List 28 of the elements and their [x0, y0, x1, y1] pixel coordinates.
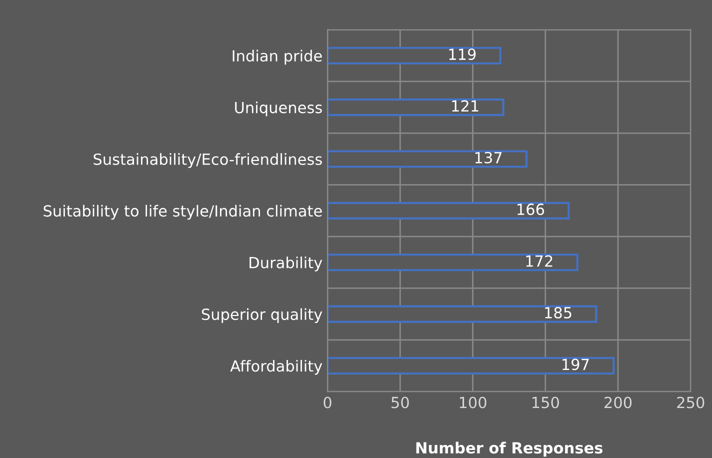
x-tick-label: 250: [677, 396, 704, 408]
bar: [328, 202, 570, 220]
y-tick-label: Suitability to life style/Indian climate: [44, 204, 322, 220]
bar: [328, 46, 502, 64]
x-tick-label: 50: [392, 396, 409, 408]
data-label: 197: [562, 358, 589, 370]
bar: [328, 356, 615, 375]
y-tick-label: Indian pride: [232, 50, 322, 65]
x-tick-label: 100: [460, 396, 486, 408]
data-label: 185: [545, 306, 572, 318]
bar: [328, 254, 578, 272]
bar: [328, 150, 528, 168]
y-tick-label: Superior quality: [202, 308, 322, 324]
data-label: 121: [452, 100, 478, 112]
x-tick-label: 150: [532, 396, 559, 408]
data-label: 137: [475, 152, 502, 164]
y-tick-label: Affordability: [230, 360, 322, 375]
x-tick-label: 0: [324, 396, 332, 408]
data-label: 119: [449, 48, 476, 60]
y-tick-label: Sustainability/Eco-friendliness: [94, 153, 322, 168]
x-tick-label: 200: [604, 396, 632, 408]
y-tick-label: Durability: [250, 256, 322, 272]
data-label: 166: [518, 204, 544, 216]
y-tick-label: Uniqueness: [235, 102, 322, 116]
bar: [328, 305, 598, 323]
x-axis-title: Number of Responses: [416, 442, 602, 457]
data-label: 172: [526, 255, 552, 267]
bar: [328, 98, 504, 116]
